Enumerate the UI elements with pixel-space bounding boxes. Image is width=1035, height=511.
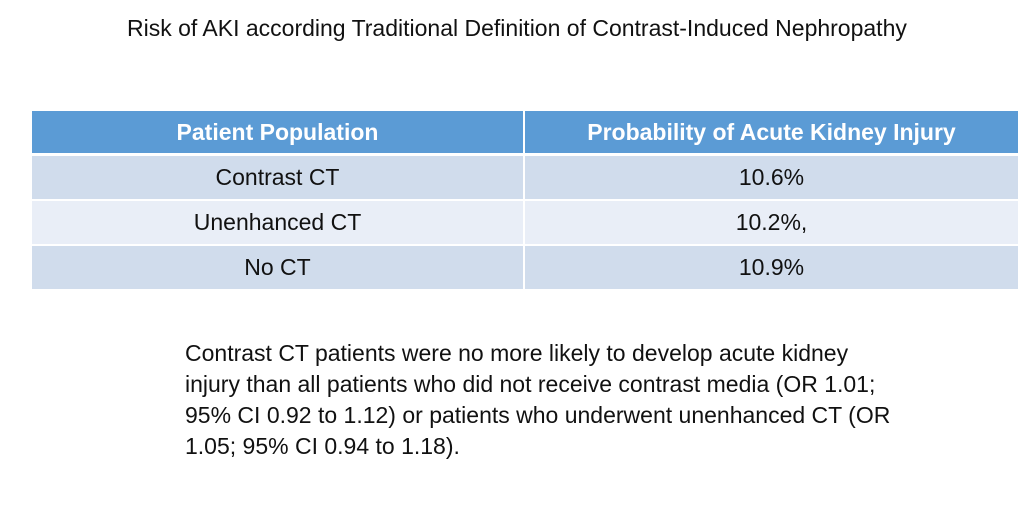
header-probability-aki: Probability of Acute Kidney Injury xyxy=(524,111,1018,156)
table-row: Unenhanced CT 10.2%, xyxy=(32,200,1018,246)
cell-probability: 10.2%, xyxy=(524,200,1018,246)
table-header-row: Patient Population Probability of Acute … xyxy=(32,111,1018,156)
cell-probability: 10.9% xyxy=(524,245,1018,291)
summary-note: Contrast CT patients were no more likely… xyxy=(185,340,891,459)
table-row: No CT 10.9% xyxy=(32,245,1018,291)
cell-population: No CT xyxy=(32,245,525,291)
cell-population: Unenhanced CT xyxy=(32,200,525,246)
table-row: Contrast CT 10.6% xyxy=(32,154,1018,201)
data-table: Patient Population Probability of Acute … xyxy=(32,111,1018,291)
slide-title: Risk of AKI according Traditional Defini… xyxy=(127,15,907,41)
cell-probability: 10.6% xyxy=(524,154,1018,201)
header-patient-population: Patient Population xyxy=(32,111,525,156)
cell-population: Contrast CT xyxy=(32,154,525,201)
